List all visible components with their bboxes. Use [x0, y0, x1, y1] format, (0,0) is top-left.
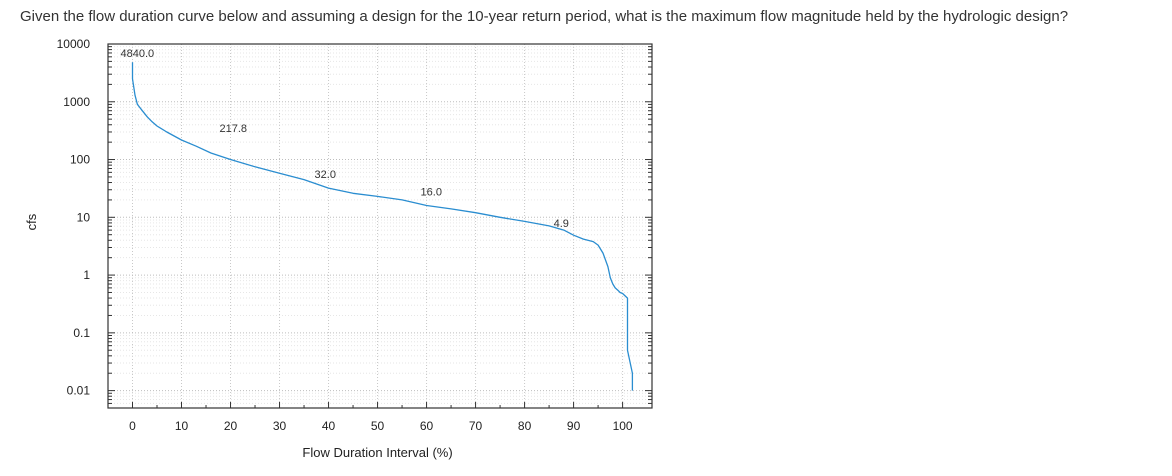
- x-tick-label: 60: [420, 419, 434, 433]
- grid-lines: [108, 43, 652, 409]
- annotation-label: 32.0: [315, 169, 336, 181]
- y-tick-label: 1: [83, 268, 90, 282]
- x-tick-label: 50: [371, 419, 385, 433]
- x-tick-label: 0: [129, 419, 136, 433]
- x-axis-label: Flow Duration Interval (%): [302, 445, 452, 460]
- x-tick-label: 80: [518, 419, 532, 433]
- y-tick-labels: 10000 1000 100 10 1 0.1 0.01: [57, 37, 91, 398]
- y-axis-label: cfs: [24, 213, 39, 230]
- plot-frame: [107, 43, 653, 409]
- annotation-label: 217.8: [220, 123, 248, 135]
- annotation-label: 4.9: [554, 218, 569, 230]
- y-tick-label: 10000: [57, 37, 91, 51]
- y-tick-label: 1000: [63, 95, 90, 109]
- x-tick-label: 20: [224, 419, 238, 433]
- question-text: Given the flow duration curve below and …: [20, 8, 1069, 25]
- x-tick-labels: 0 10 20 30 40 50 60 70 80 90 100: [129, 419, 633, 433]
- x-tick-label: 100: [613, 419, 633, 433]
- x-tick-label: 40: [322, 419, 336, 433]
- x-tick-label: 70: [469, 419, 483, 433]
- flow-duration-curve: [131, 62, 634, 391]
- minor-ticks: [108, 43, 652, 409]
- y-tick-label: 0.01: [67, 384, 91, 398]
- series-layer: [131, 62, 634, 391]
- y-tick-label: 0.1: [73, 326, 90, 340]
- y-tick-label: 100: [70, 153, 90, 167]
- x-tick-label: 90: [567, 419, 581, 433]
- x-tick-label: 30: [273, 419, 287, 433]
- annotations: 4840.0 217.8 32.0 16.0 4.9: [121, 48, 569, 230]
- x-tick-label: 10: [175, 419, 189, 433]
- annotation-label: 16.0: [421, 187, 442, 199]
- y-tick-label: 10: [77, 210, 91, 224]
- annotation-label: 4840.0: [121, 48, 155, 60]
